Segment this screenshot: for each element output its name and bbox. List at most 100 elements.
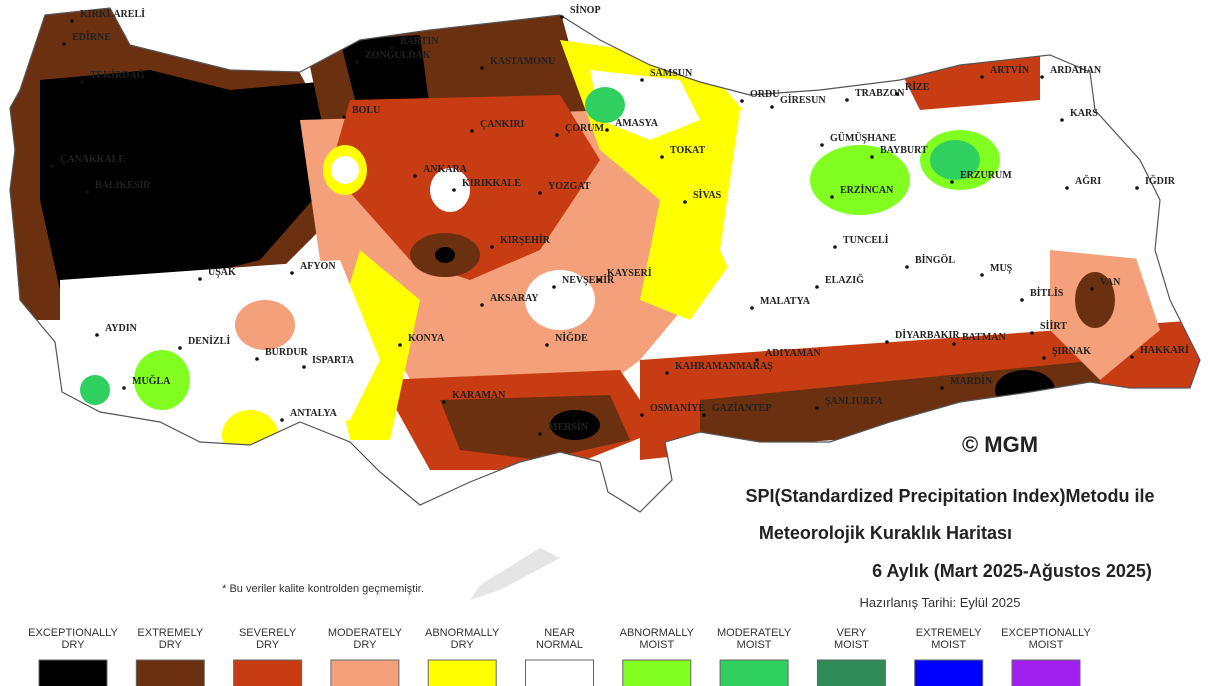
city-dot	[1020, 298, 1024, 302]
city-dot	[605, 128, 609, 132]
legend-label: NEAR	[544, 627, 575, 639]
city-label: ŞIRNAK	[1052, 346, 1091, 357]
city-label: AKSARAY	[490, 293, 539, 304]
city-dot	[442, 400, 446, 404]
city-dot	[665, 371, 669, 375]
city-label: MARDİN	[950, 375, 993, 387]
city-dot	[62, 42, 66, 46]
city-label: ARTVİN	[990, 64, 1030, 76]
city-label: MALATYA	[760, 296, 811, 307]
city-label: HAKKARİ	[1140, 344, 1189, 356]
city-labels: KIRKLARELİ EDİRNE TEKİRDAĞ ÇANAKKALE BALIKES…	[50, 4, 1189, 436]
copyright: © MGM	[962, 432, 1038, 457]
city-dot	[1060, 118, 1064, 122]
title-line: SPI(Standardized Precipitation Index)Met…	[745, 486, 1154, 506]
legend-label: EXCEPTIONALLY	[1001, 627, 1091, 639]
legend-swatch	[525, 659, 594, 686]
city-label: ŞANLIURFA	[825, 396, 883, 407]
city-dot	[290, 271, 294, 275]
city-dot	[895, 92, 899, 96]
city-dot	[70, 19, 74, 23]
city-label: BARTIN	[400, 36, 439, 47]
city-dot	[545, 343, 549, 347]
legend-swatch	[330, 659, 400, 686]
city-dot	[820, 143, 824, 147]
legend-swatch	[622, 659, 692, 686]
legend-label: MOIST	[1029, 639, 1064, 651]
city-label: BALIKESİR	[95, 179, 151, 191]
city-label: DİYARBAKIR	[895, 329, 960, 341]
city-dot	[552, 285, 556, 289]
city-dot	[1135, 186, 1139, 190]
city-dot	[833, 245, 837, 249]
city-label: BİNGÖL	[915, 253, 955, 266]
city-dot	[940, 386, 944, 390]
city-dot	[398, 343, 402, 347]
city-dot	[342, 115, 346, 119]
city-dot	[845, 98, 849, 102]
city-label: BOLU	[352, 105, 380, 116]
city-dot	[950, 180, 954, 184]
city-dot	[355, 60, 359, 64]
city-dot	[50, 164, 54, 168]
city-label: SİVAS	[693, 189, 722, 201]
city-label: TOKAT	[670, 145, 706, 156]
city-dot	[597, 278, 601, 282]
city-label: BURDUR	[265, 347, 309, 358]
city-label: YOZGAT	[548, 181, 591, 192]
city-dot	[85, 190, 89, 194]
city-label: KIRKLARELİ	[80, 8, 145, 20]
city-dot	[1130, 355, 1134, 359]
city-dot	[980, 273, 984, 277]
legend-label: VERY	[837, 627, 867, 639]
city-label: ORDU	[750, 89, 779, 100]
city-label: SİNOP	[570, 4, 601, 16]
city-dot	[280, 418, 284, 422]
city-dot	[480, 303, 484, 307]
city-label: UŞAK	[208, 267, 236, 278]
city-dot	[560, 15, 564, 19]
cyprus	[470, 548, 560, 600]
city-dot	[702, 413, 706, 417]
legend-label: MODERATELY	[328, 627, 403, 639]
city-label: MUĞLA	[132, 374, 171, 387]
city-dot	[815, 285, 819, 289]
city-label: GAZİANTEP	[712, 402, 771, 414]
city-dot	[640, 78, 644, 82]
legend-label: DRY	[61, 639, 85, 651]
city-label: ELAZIĞ	[825, 273, 864, 286]
city-label: KARAMAN	[452, 390, 506, 401]
city-label: TUNCELİ	[843, 234, 889, 246]
city-label: AMASYA	[615, 118, 659, 129]
city-label: KARS	[1070, 108, 1098, 119]
legend-label: ABNORMALLY	[620, 627, 695, 639]
city-dot	[1030, 331, 1034, 335]
city-label: SİİRT	[1040, 320, 1067, 332]
city-dot	[413, 174, 417, 178]
legend-label: MOIST	[931, 639, 966, 651]
city-dot	[198, 277, 202, 281]
city-label: BİTLİS	[1030, 287, 1064, 299]
city-dot	[660, 155, 664, 159]
city-dot	[1042, 356, 1046, 360]
legend-swatch	[233, 659, 303, 686]
legend-swatch	[816, 659, 886, 686]
city-label: KIRŞEHİR	[500, 234, 551, 246]
city-dot	[740, 99, 744, 103]
city-label: DENİZLİ	[188, 335, 230, 347]
city-label: MERSİN	[548, 421, 589, 433]
legend-label: DRY	[159, 639, 183, 651]
legend: EXCEPTIONALLYDRYEXTREMELYDRYSEVERELYDRYM…	[28, 627, 1091, 686]
city-dot	[555, 133, 559, 137]
city-label: ISPARTA	[312, 355, 355, 366]
legend-label: EXTREMELY	[137, 627, 203, 639]
city-dot	[952, 342, 956, 346]
city-label: AFYON	[300, 261, 336, 272]
city-label: ÇORUM	[565, 123, 604, 134]
city-label: NEVŞEHİR	[562, 274, 615, 286]
legend-swatch	[38, 659, 108, 686]
city-dot	[755, 358, 759, 362]
legend-label: MODERATELY	[717, 627, 792, 639]
city-label: GÜMÜŞHANE	[830, 131, 896, 144]
legend-label: NORMAL	[536, 639, 583, 651]
